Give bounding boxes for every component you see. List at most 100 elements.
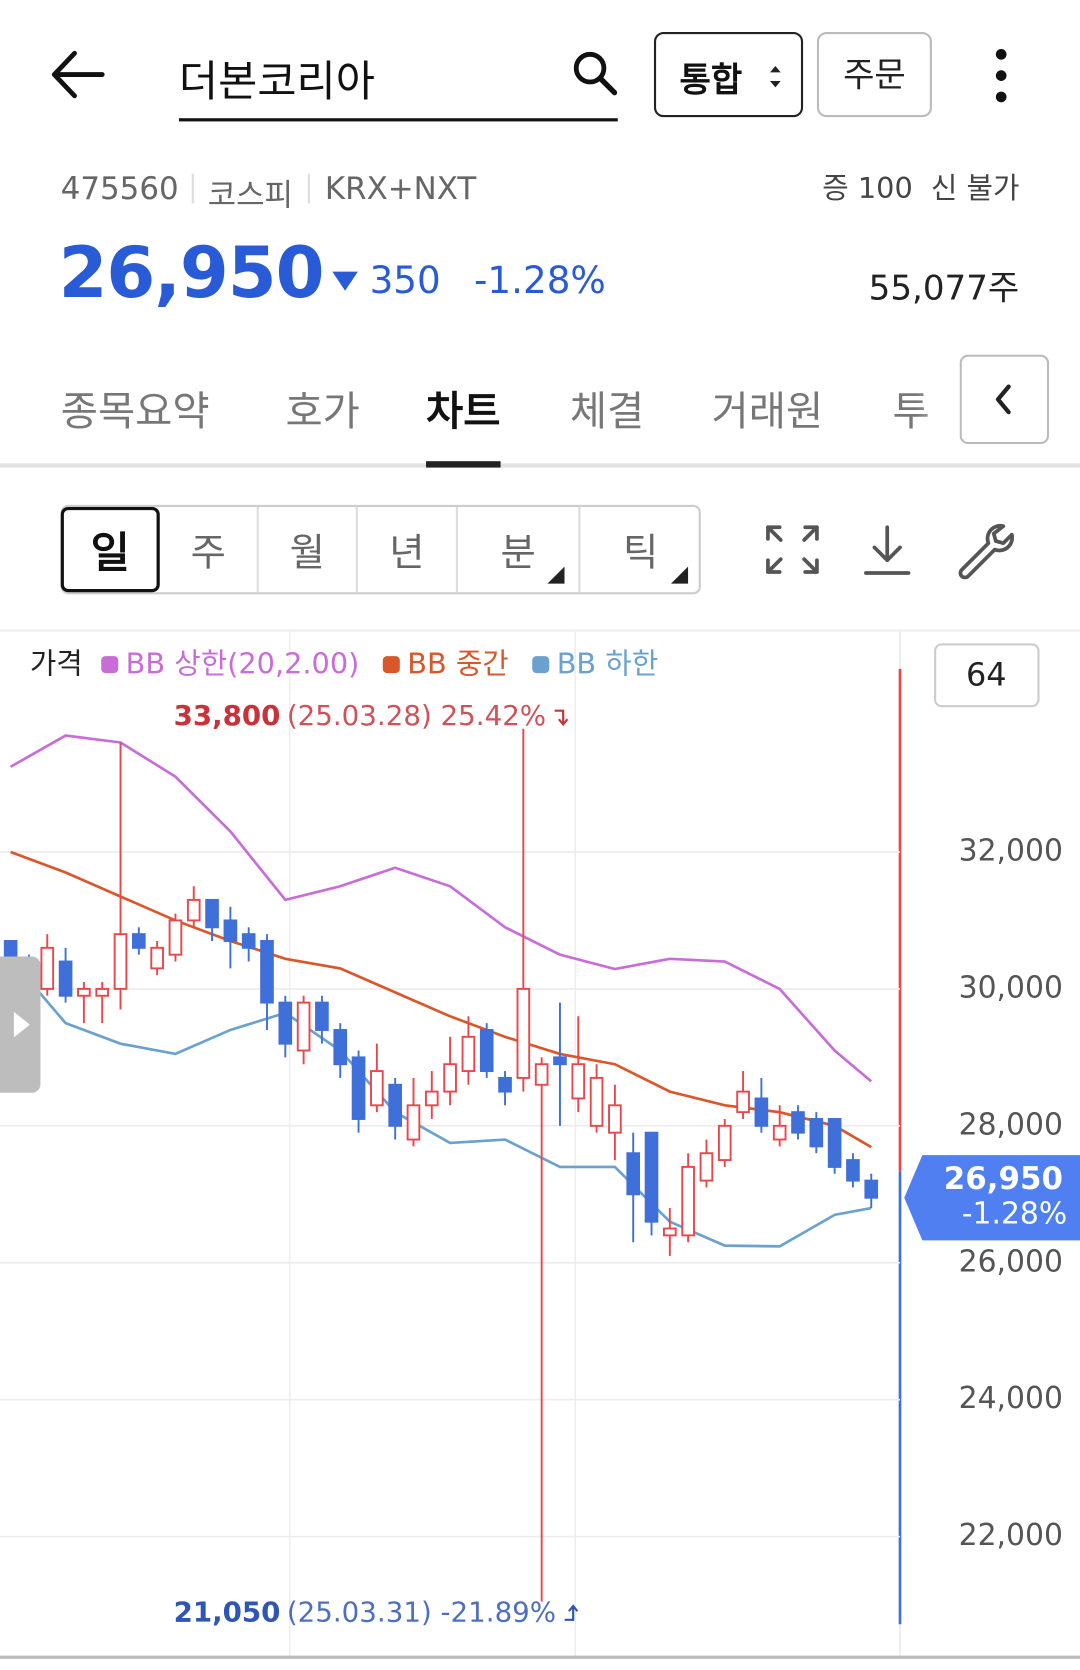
down-triangle	[332, 271, 358, 291]
candle-body	[754, 1097, 769, 1127]
candle	[772, 1105, 787, 1147]
price-change-pct: -1.28%	[473, 259, 606, 303]
candle-body	[608, 1104, 622, 1134]
separator	[307, 173, 310, 204]
candle-body	[406, 1104, 421, 1141]
candle-body	[205, 898, 219, 929]
candle	[186, 886, 201, 928]
candle-body	[553, 1056, 567, 1066]
plot-area: 22,000 24,000 26,000 28,000 30,000 32,000 가격 BB…	[0, 647, 1080, 1628]
period-button[interactable]: 틱	[623, 531, 659, 576]
candle	[260, 934, 274, 1030]
candle	[296, 995, 311, 1065]
candle-body	[260, 940, 274, 1004]
y-tick-label: 28,000	[959, 1107, 1063, 1142]
candle	[241, 927, 256, 962]
extreme-label: 33,800 (25.03.28) 25.42%	[174, 699, 547, 732]
candle-body	[571, 1063, 586, 1100]
candle-body	[113, 933, 128, 990]
search-underline	[178, 118, 618, 122]
separator	[191, 173, 194, 204]
submenu-corner	[671, 566, 689, 584]
candle	[333, 1023, 348, 1078]
candle-body	[370, 1070, 384, 1107]
download-icon[interactable]	[863, 524, 912, 577]
candle	[479, 1023, 494, 1078]
candle-body	[626, 1152, 641, 1196]
candle-body	[241, 933, 256, 949]
period-button[interactable]: 년	[358, 506, 458, 593]
candle	[699, 1139, 714, 1188]
current-price-tag	[904, 1155, 1080, 1241]
candle	[589, 1064, 604, 1133]
credit-status: 신 불가	[930, 172, 1020, 206]
candle-body	[95, 987, 110, 997]
candle-body	[351, 1056, 366, 1120]
expand-icon[interactable]	[765, 524, 820, 575]
candle-body	[443, 1063, 457, 1093]
candle-body	[424, 1090, 439, 1107]
order-button[interactable]: 주문	[816, 31, 932, 118]
back-button[interactable]	[49, 47, 109, 102]
extreme-detail: (25.03.28) 25.42%	[287, 699, 546, 732]
settings-icon[interactable]	[956, 522, 1014, 580]
period-button[interactable]: 일	[60, 506, 160, 593]
active-tab-underline	[426, 461, 501, 468]
period-button[interactable]: 월	[259, 506, 358, 593]
period-button[interactable]: 분	[458, 506, 581, 593]
stock-name[interactable]: 더본코리아	[178, 57, 375, 107]
candle-body	[809, 1118, 824, 1148]
candle-body	[296, 1001, 311, 1052]
legend-label: BB 하한	[557, 647, 659, 681]
candle	[95, 982, 110, 1024]
candle-body	[77, 987, 91, 997]
candle-body	[223, 919, 238, 942]
margin-rate: 증 100	[822, 172, 913, 206]
y-tick-label: 30,000	[959, 970, 1063, 1005]
mode-label: 통합	[679, 59, 743, 101]
candle	[827, 1118, 842, 1174]
candle-body	[827, 1118, 842, 1168]
candle-body	[388, 1083, 402, 1127]
tab[interactable]: 차트	[426, 387, 501, 435]
candle	[736, 1071, 750, 1119]
candle-body	[846, 1159, 860, 1182]
venue: KRX+NXT	[324, 170, 477, 207]
candle-body	[589, 1076, 604, 1127]
tab[interactable]: 종목요약	[60, 387, 210, 435]
y-tick-label: 32,000	[959, 833, 1063, 868]
candle-body	[186, 898, 201, 922]
candle	[278, 995, 293, 1058]
candle	[168, 913, 183, 962]
mode-button[interactable]: 통합	[653, 31, 804, 118]
more-button[interactable]	[986, 47, 1016, 105]
bb-line	[9, 957, 872, 1248]
candle-body	[717, 1124, 732, 1162]
candle-body	[772, 1124, 787, 1141]
candle	[663, 1207, 677, 1256]
search-icon[interactable]	[571, 49, 620, 98]
candle	[864, 1173, 879, 1208]
extreme-value: 21,050	[174, 1595, 281, 1628]
candle	[571, 1016, 586, 1113]
candle	[608, 1084, 622, 1161]
current-change-label: -1.28%	[962, 1196, 1067, 1231]
tab[interactable]: 거래원	[711, 387, 824, 435]
count-box[interactable]	[934, 643, 1040, 708]
tab[interactable]: 체결	[569, 387, 645, 435]
legend-swatch	[101, 656, 119, 674]
y-tick-label: 26,000	[959, 1244, 1063, 1279]
candle	[351, 1050, 366, 1133]
submenu-corner	[547, 566, 565, 584]
tab[interactable]: 호가	[285, 387, 360, 435]
tab-collapse-button[interactable]	[959, 354, 1050, 445]
candle-body	[644, 1131, 659, 1223]
legend-swatch	[532, 656, 550, 674]
extreme-detail: (25.03.31) -21.89%	[287, 1595, 556, 1628]
candle-body	[315, 1001, 329, 1031]
candle	[223, 906, 238, 969]
candle-body	[278, 1001, 293, 1045]
period-button[interactable]: 주	[160, 506, 259, 593]
current-price: 26,950	[58, 232, 325, 315]
